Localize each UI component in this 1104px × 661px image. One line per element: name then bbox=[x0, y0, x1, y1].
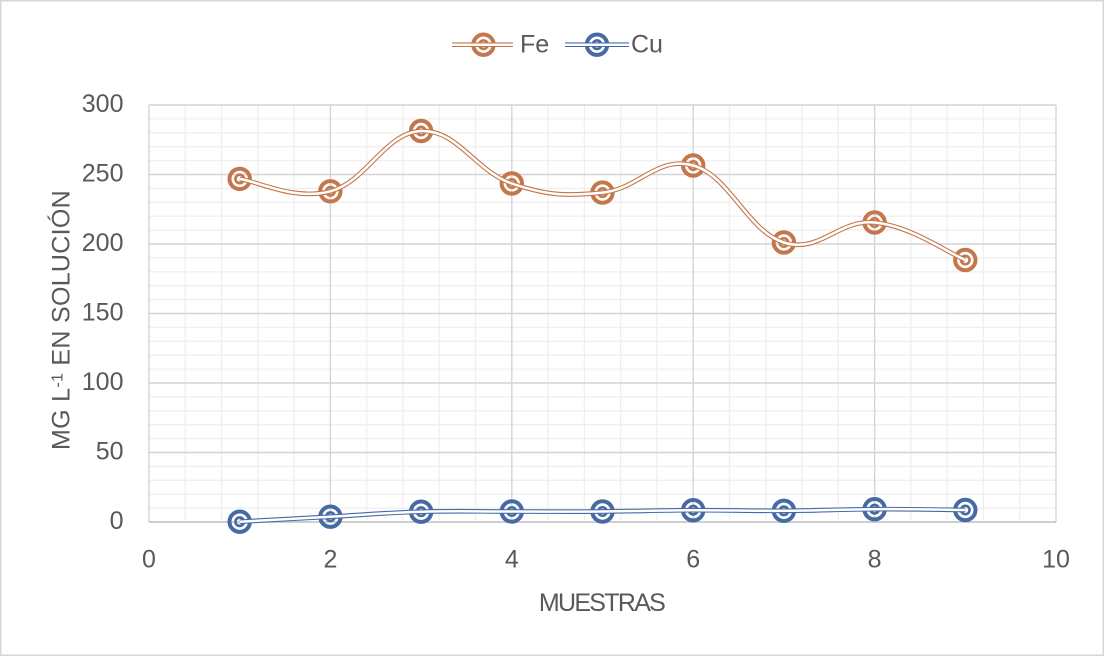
svg-text:300: 300 bbox=[82, 90, 124, 118]
svg-text:Cu: Cu bbox=[631, 31, 663, 59]
svg-text:Fe: Fe bbox=[520, 31, 549, 59]
svg-text:0: 0 bbox=[142, 546, 156, 574]
svg-text:100: 100 bbox=[82, 368, 124, 396]
svg-text:50: 50 bbox=[96, 438, 124, 466]
svg-text:8: 8 bbox=[868, 546, 882, 574]
svg-text:200: 200 bbox=[82, 229, 124, 257]
svg-text:MG L-1 EN SOLUCIÓN: MG L-1 EN SOLUCIÓN bbox=[47, 190, 76, 450]
svg-text:2: 2 bbox=[323, 546, 337, 574]
svg-text:6: 6 bbox=[686, 546, 700, 574]
svg-text:250: 250 bbox=[82, 160, 124, 188]
svg-text:10: 10 bbox=[1042, 546, 1070, 574]
svg-text:4: 4 bbox=[505, 546, 519, 574]
svg-text:0: 0 bbox=[110, 507, 124, 535]
svg-text:MUESTRAS: MUESTRAS bbox=[539, 589, 665, 617]
svg-text:150: 150 bbox=[82, 299, 124, 327]
